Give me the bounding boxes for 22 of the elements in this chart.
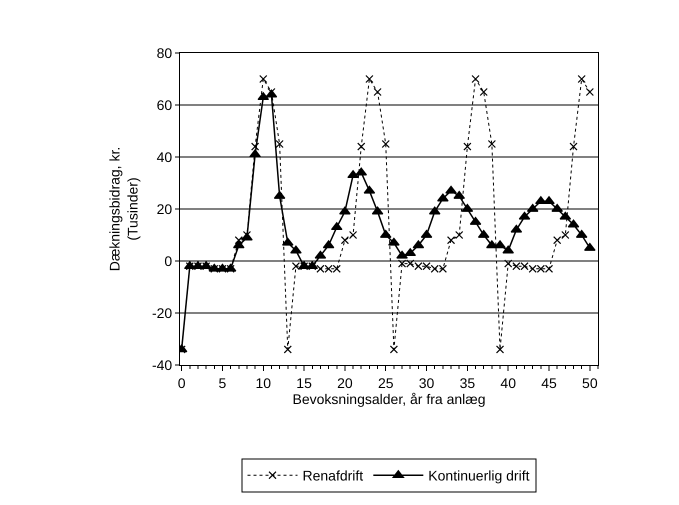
x-tick-label: 40: [500, 374, 516, 391]
y-tick-label: 80: [156, 44, 172, 61]
x-tick-label: 35: [460, 374, 476, 391]
y-tick-label: 0: [164, 252, 172, 269]
x-tick-label: 30: [418, 374, 435, 391]
y-tick-label: 20: [156, 200, 172, 217]
y-tick-label: 60: [156, 96, 172, 113]
y-tick-label: 40: [156, 148, 172, 165]
x-axis-title: Bevoksningsalder, år fra anlæg: [292, 391, 486, 408]
x-tick-label: 20: [337, 374, 353, 391]
y-axis-title: Dækningsbidrag, kr. (Tusinder): [106, 146, 141, 272]
x-tick-label: 25: [378, 374, 394, 391]
legend-label: Renafdrift: [302, 468, 364, 484]
x-tick-label: 15: [296, 374, 312, 391]
x-tick-label: 5: [218, 374, 227, 391]
y-tick-label: -40: [152, 356, 172, 373]
y-tick-label: -20: [152, 304, 172, 321]
x-tick-label: 50: [582, 374, 598, 391]
x-tick-label: 0: [178, 374, 186, 391]
x-tick-label: 10: [255, 374, 272, 391]
legend-label: Kontinuerlig drift: [428, 468, 530, 484]
x-tick-label: 45: [541, 374, 558, 391]
